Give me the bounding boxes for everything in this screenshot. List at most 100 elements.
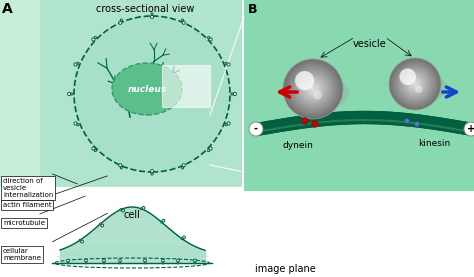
Circle shape [301, 77, 325, 101]
Circle shape [307, 83, 319, 95]
Circle shape [249, 122, 263, 136]
Circle shape [403, 72, 427, 96]
Text: cellular
membrane: cellular membrane [3, 248, 41, 261]
Circle shape [162, 262, 164, 264]
Bar [0, 0, 242, 187]
Bar [244, 0, 474, 191]
Circle shape [150, 170, 154, 173]
Text: microtubule: microtubule [3, 220, 45, 226]
Circle shape [92, 38, 95, 41]
Text: vesicle: vesicle [353, 39, 387, 49]
Circle shape [311, 87, 315, 91]
Circle shape [400, 68, 430, 100]
Circle shape [312, 121, 318, 127]
Circle shape [398, 67, 432, 101]
Circle shape [94, 36, 97, 39]
Circle shape [291, 67, 335, 111]
Circle shape [74, 122, 77, 125]
Circle shape [394, 63, 436, 105]
Circle shape [101, 224, 104, 227]
Circle shape [68, 93, 71, 96]
Circle shape [208, 150, 210, 152]
Circle shape [405, 74, 425, 94]
Circle shape [119, 262, 121, 264]
Circle shape [67, 259, 69, 262]
Circle shape [389, 58, 441, 110]
Text: cell: cell [124, 210, 140, 220]
Text: image plane: image plane [255, 264, 316, 274]
Circle shape [81, 240, 83, 243]
Circle shape [413, 82, 417, 86]
Circle shape [233, 93, 237, 96]
Circle shape [181, 238, 183, 240]
Circle shape [396, 65, 434, 103]
Circle shape [182, 236, 185, 239]
Bar [162, 65, 210, 107]
Circle shape [150, 15, 154, 18]
Text: A: A [2, 2, 13, 16]
Circle shape [182, 21, 185, 24]
Circle shape [209, 147, 212, 150]
Circle shape [309, 85, 317, 93]
Text: actin filament: actin filament [3, 202, 52, 208]
Circle shape [227, 63, 230, 66]
Circle shape [162, 219, 165, 222]
Text: nucleus: nucleus [128, 84, 166, 94]
Circle shape [94, 150, 97, 152]
Circle shape [85, 262, 87, 264]
Circle shape [77, 62, 79, 65]
Circle shape [225, 124, 227, 126]
Circle shape [392, 61, 438, 107]
Circle shape [400, 68, 416, 85]
Circle shape [411, 81, 419, 88]
Circle shape [144, 262, 146, 264]
Circle shape [120, 167, 122, 169]
Circle shape [283, 59, 343, 119]
Text: dynein: dynein [283, 141, 313, 150]
Circle shape [225, 62, 227, 65]
Circle shape [100, 223, 101, 225]
Circle shape [182, 164, 185, 167]
Circle shape [74, 16, 230, 172]
Circle shape [410, 79, 420, 89]
Circle shape [118, 21, 122, 24]
Circle shape [299, 75, 327, 103]
Circle shape [140, 208, 142, 210]
Circle shape [293, 69, 333, 109]
Circle shape [406, 75, 424, 93]
Circle shape [415, 85, 423, 93]
Circle shape [404, 119, 410, 124]
Circle shape [313, 91, 322, 99]
Circle shape [118, 164, 122, 167]
Circle shape [391, 60, 439, 108]
Circle shape [177, 262, 179, 264]
Circle shape [208, 36, 210, 39]
Circle shape [151, 13, 153, 15]
Text: direction of
vesicle
internalization: direction of vesicle internalization [3, 178, 54, 198]
Circle shape [285, 61, 341, 117]
Text: +: + [467, 124, 474, 134]
Circle shape [161, 221, 163, 223]
Circle shape [193, 259, 196, 262]
Circle shape [303, 79, 323, 99]
Circle shape [120, 209, 122, 211]
Circle shape [102, 259, 105, 262]
Circle shape [414, 122, 419, 127]
Text: -: - [254, 124, 258, 134]
Circle shape [289, 65, 337, 113]
Circle shape [408, 77, 422, 91]
Circle shape [84, 259, 87, 262]
Circle shape [227, 122, 230, 125]
Ellipse shape [112, 63, 182, 115]
Circle shape [287, 63, 339, 115]
Circle shape [295, 71, 331, 107]
Circle shape [231, 93, 233, 95]
Circle shape [209, 38, 212, 41]
Circle shape [302, 118, 308, 124]
Circle shape [71, 93, 73, 95]
Circle shape [194, 262, 196, 264]
Circle shape [118, 259, 121, 262]
Circle shape [162, 259, 164, 262]
Circle shape [464, 122, 474, 136]
Circle shape [92, 147, 95, 150]
